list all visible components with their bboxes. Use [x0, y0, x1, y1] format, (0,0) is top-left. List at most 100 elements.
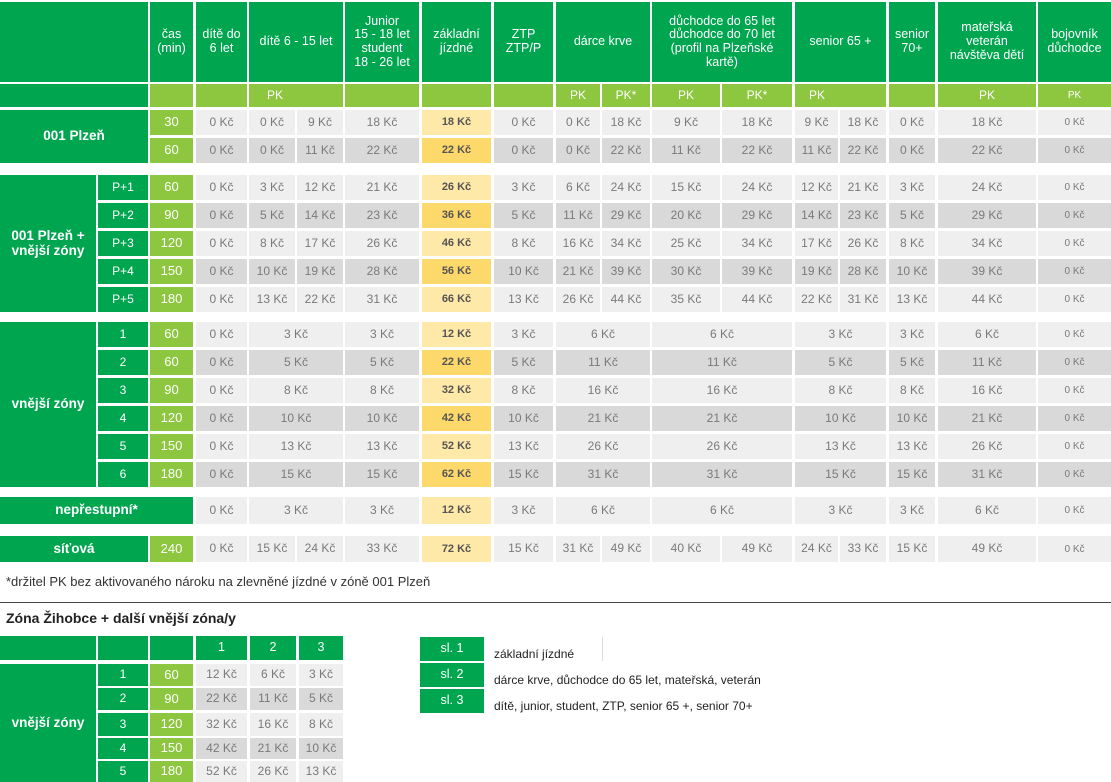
fare-cell: 16 Kč [938, 378, 1036, 403]
outer-zone-number: 3 [98, 378, 148, 403]
fare-cell: 26 Kč [345, 231, 419, 256]
zihobce-fare-cell: 12 Kč [196, 664, 247, 686]
fare-cell: 26 Kč [556, 434, 650, 459]
fare-cell: 20 Kč [652, 203, 720, 228]
column-header: základní jízdné [422, 2, 491, 82]
fare-cell: 16 Kč [556, 231, 600, 256]
fare-cell: 13 Kč [889, 287, 935, 312]
fare-cell: 22 Kč [345, 138, 419, 163]
fare-cell: 17 Kč [297, 231, 343, 256]
time-cell: 150 [150, 434, 193, 459]
time-cell: 120 [150, 231, 193, 256]
fare-cell: 13 Kč [249, 434, 343, 459]
fare-cell: 0 Kč [196, 110, 247, 135]
fare-cell: 44 Kč [722, 287, 792, 312]
fare-cell: 0 Kč [196, 138, 247, 163]
fare-cell: 15 Kč [889, 462, 935, 487]
fare-cell: 8 Kč [249, 231, 295, 256]
fare-cell: 23 Kč [345, 203, 419, 228]
zihobce-fare-cell: 32 Kč [196, 713, 247, 736]
fare-cell: 0 Kč [249, 138, 295, 163]
p-zone-label: P+1 [98, 175, 148, 200]
zihobce-fare-cell: 5 Kč [299, 688, 343, 710]
zihobce-column-header: 2 [250, 636, 296, 660]
pk-row-blank [345, 84, 419, 107]
fare-cell: 16 Kč [652, 378, 792, 403]
fare-cell: 26 Kč [422, 175, 491, 200]
fare-cell: 26 Kč [938, 434, 1036, 459]
fare-cell: 3 Kč [249, 322, 343, 347]
fare-cell: 3 Kč [889, 497, 935, 524]
fare-cell: 22 Kč [795, 287, 838, 312]
fare-cell: 0 Kč [196, 434, 247, 459]
zihobce-fare-cell: 52 Kč [196, 761, 247, 782]
column-header: dítě do 6 let [196, 2, 247, 82]
fare-cell: 35 Kč [652, 287, 720, 312]
pk-row-blank [422, 84, 491, 107]
outer-zone-number: 4 [98, 406, 148, 431]
fare-cell: 24 Kč [938, 175, 1036, 200]
fare-cell: 29 Kč [938, 203, 1036, 228]
fare-cell: 25 Kč [652, 231, 720, 256]
fare-cell: 31 Kč [556, 536, 600, 562]
fare-cell: 5 Kč [345, 350, 419, 375]
fare-cell: 0 Kč [1038, 287, 1111, 312]
fare-cell: 39 Kč [722, 259, 792, 284]
fare-cell: 3 Kč [889, 175, 935, 200]
fare-cell: 0 Kč [196, 462, 247, 487]
fare-cell: 0 Kč [1038, 322, 1111, 347]
fare-cell: 3 Kč [494, 322, 553, 347]
fare-cell: 19 Kč [297, 259, 343, 284]
fare-cell: 6 Kč [556, 322, 650, 347]
fare-cell: 8 Kč [345, 378, 419, 403]
fare-cell: 9 Kč [795, 110, 838, 135]
p-zone-label: P+3 [98, 231, 148, 256]
fare-cell: 22 Kč [422, 350, 491, 375]
fare-cell: 31 Kč [556, 462, 650, 487]
fare-cell: 10 Kč [889, 259, 935, 284]
fare-cell: 8 Kč [494, 231, 553, 256]
fare-cell: 0 Kč [1038, 110, 1111, 135]
fare-cell: 10 Kč [795, 406, 886, 431]
time-cell: 30 [150, 110, 193, 135]
fare-cell: 31 Kč [652, 462, 792, 487]
zone-label-nonstop: nepřestupní* [0, 497, 193, 524]
legend-text: základní jízdné [494, 647, 575, 661]
fare-cell: 18 Kč [422, 110, 491, 135]
outer-zone-number: 2 [98, 350, 148, 375]
column-header: senior 65 + [795, 2, 886, 82]
fare-cell: 10 Kč [889, 406, 935, 431]
pk-star-label: PK* [602, 84, 650, 107]
fare-cell: 40 Kč [652, 536, 720, 562]
fare-cell: 19 Kč [795, 259, 838, 284]
fare-cell: 21 Kč [556, 406, 650, 431]
fare-cell: 21 Kč [840, 175, 886, 200]
pk-label: PK [1038, 84, 1111, 107]
fare-cell: 5 Kč [889, 350, 935, 375]
zihobce-fare-cell: 22 Kč [196, 688, 247, 710]
fare-cell: 33 Kč [840, 536, 886, 562]
fare-cell: 0 Kč [249, 110, 295, 135]
zihobce-time-cell: 180 [150, 761, 193, 782]
fare-cell: 17 Kč [795, 231, 838, 256]
fare-cell: 10 Kč [345, 406, 419, 431]
fare-cell: 21 Kč [345, 175, 419, 200]
fare-cell: 9 Kč [652, 110, 720, 135]
fare-cell: 13 Kč [889, 434, 935, 459]
zihobce-header-blank [0, 636, 96, 660]
time-cell: 180 [150, 287, 193, 312]
fare-cell: 44 Kč [602, 287, 650, 312]
fare-cell: 0 Kč [889, 138, 935, 163]
fare-cell: 3 Kč [494, 497, 553, 524]
fare-cell: 23 Kč [840, 203, 886, 228]
fare-cell: 16 Kč [556, 378, 650, 403]
fare-cell: 0 Kč [494, 110, 553, 135]
pk-label: PK [652, 84, 720, 107]
pk-text: PK [267, 87, 284, 102]
fare-cell: 18 Kč [938, 110, 1036, 135]
zone-label-outer: vnější zóny [0, 322, 96, 487]
fare-cell: 6 Kč [556, 175, 600, 200]
zihobce-fare-cell: 11 Kč [250, 688, 296, 710]
fare-cell: 0 Kč [196, 322, 247, 347]
fare-cell: 6 Kč [652, 497, 792, 524]
